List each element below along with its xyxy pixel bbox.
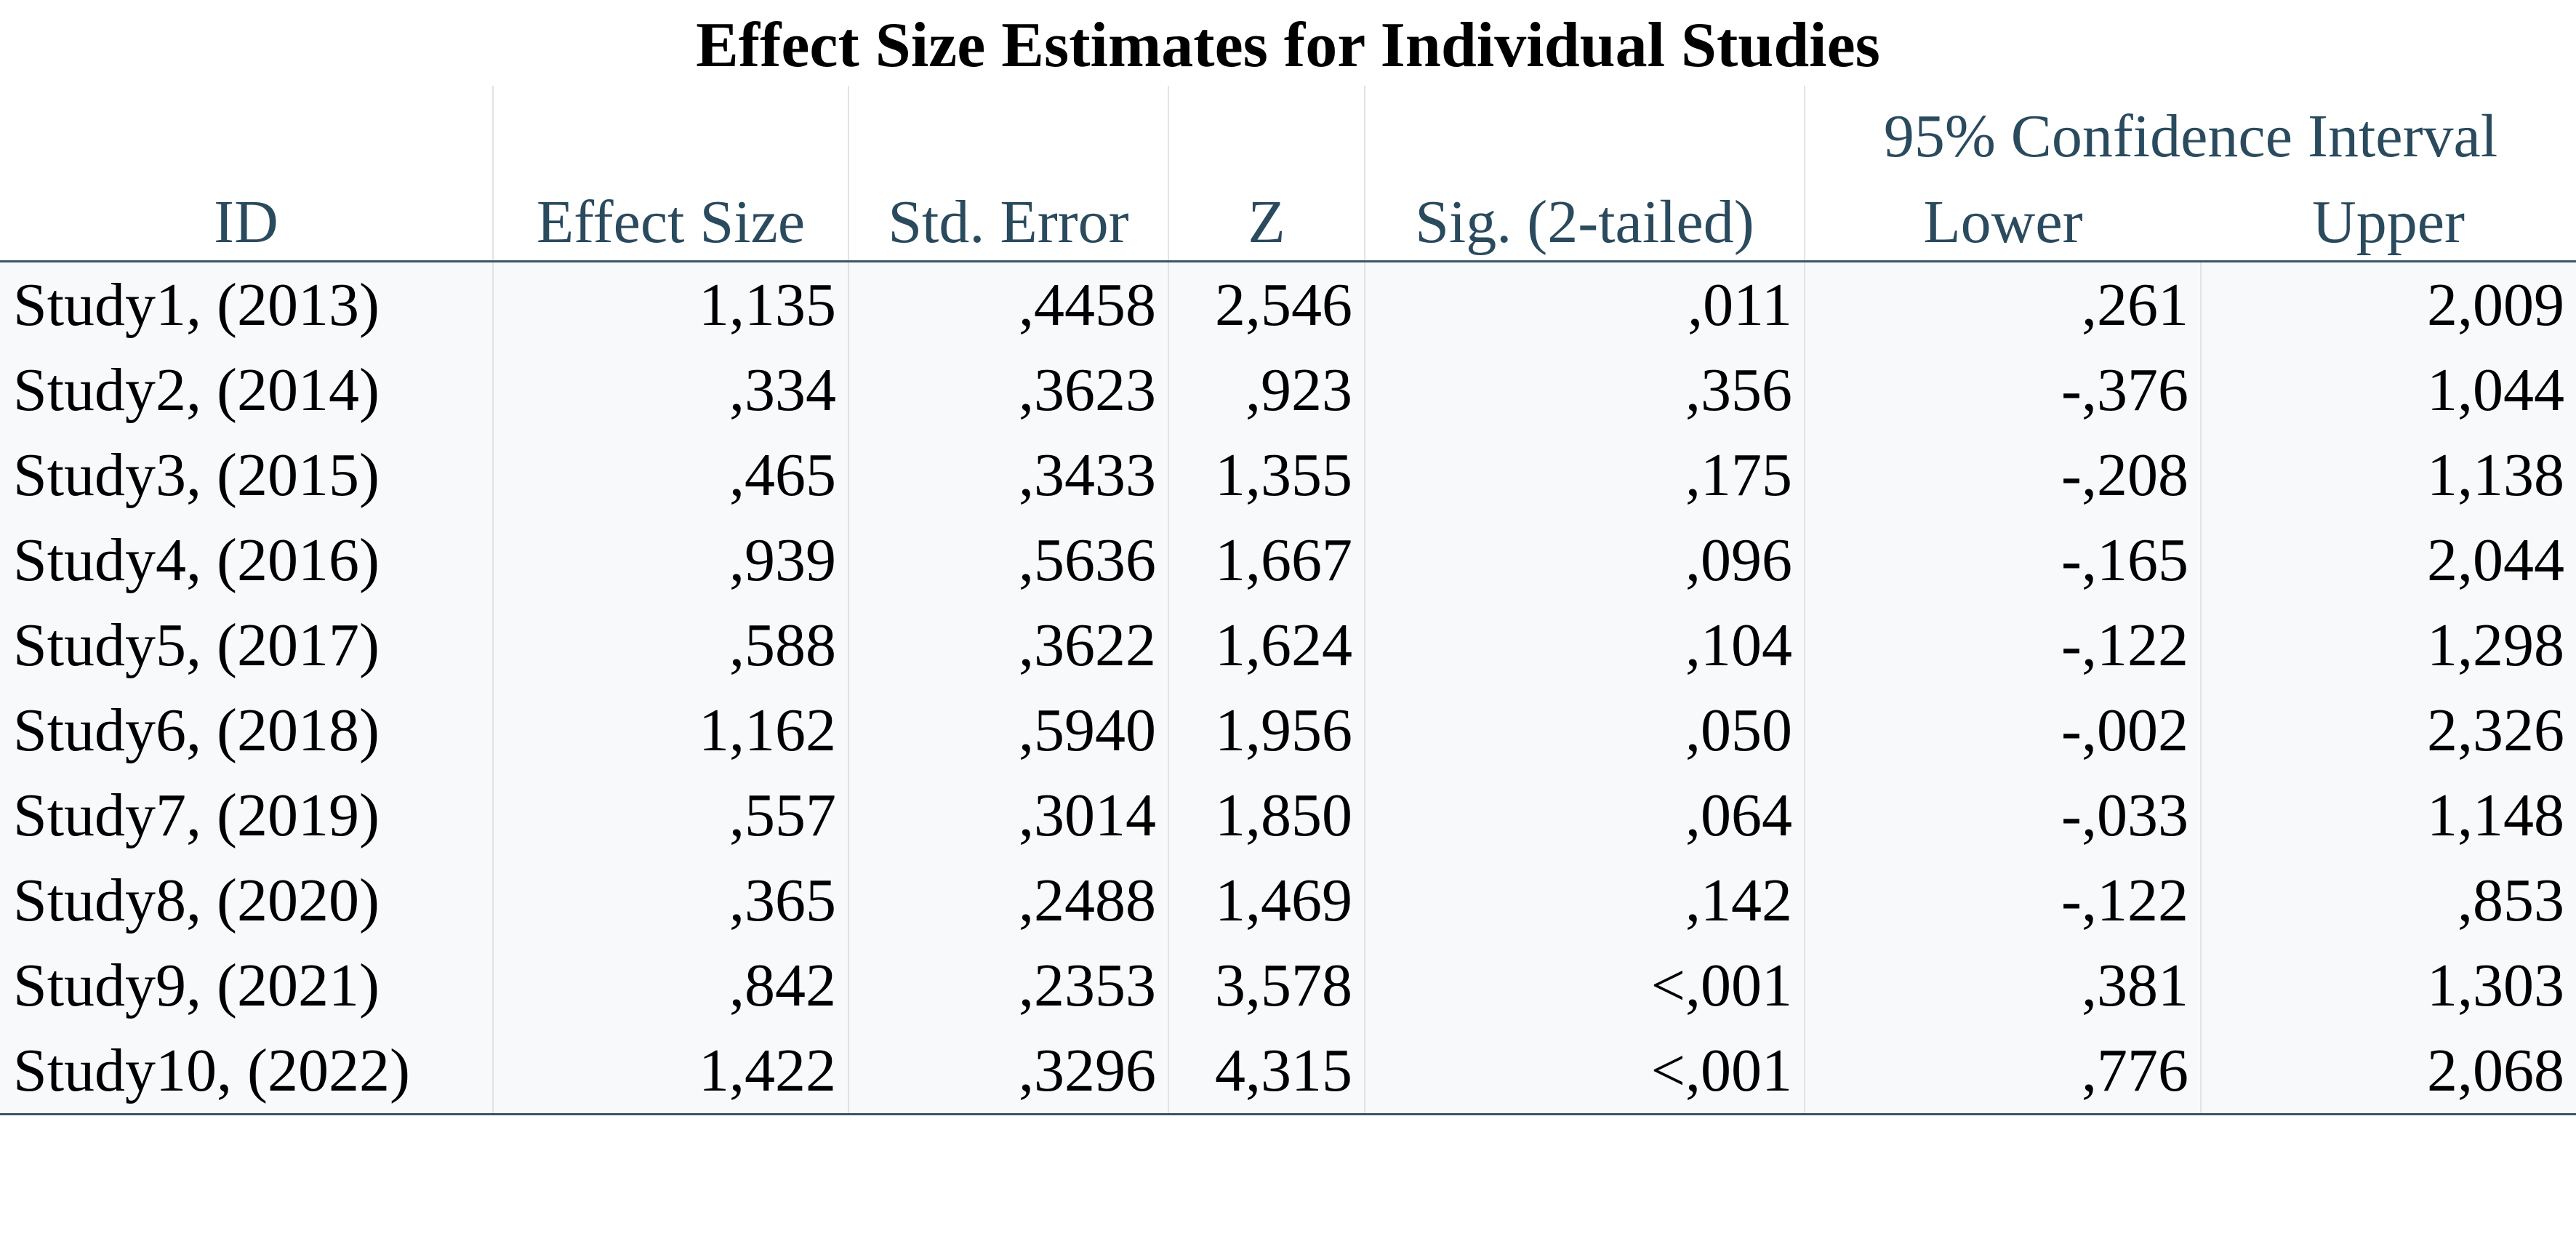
cell-upper: 2,044 (2199, 518, 2576, 603)
cell-std-error: ,3014 (848, 773, 1168, 858)
cell-std-error: ,3433 (848, 433, 1168, 518)
column-header-upper: Upper (2201, 174, 2576, 262)
confidence-interval-group-header: 95% Confidence Interval (1803, 86, 2576, 174)
cell-lower: -,122 (1804, 858, 2201, 943)
column-header-spacer (492, 86, 848, 174)
cell-id: Study10, (2022) (0, 1028, 493, 1115)
cell-std-error: ,3622 (848, 603, 1168, 688)
cell-lower: -,208 (1804, 433, 2201, 518)
cell-effect-size: ,588 (492, 603, 848, 688)
cell-std-error: ,4458 (848, 261, 1168, 348)
cell-z: 3,578 (1168, 943, 1365, 1028)
cell-sig: ,064 (1364, 773, 1805, 858)
cell-upper: 1,298 (2199, 603, 2576, 688)
column-header-spacer (1364, 86, 1805, 174)
cell-lower: ,381 (1804, 943, 2201, 1028)
cell-std-error: ,3296 (848, 1028, 1168, 1115)
cell-std-error: ,2488 (848, 858, 1168, 943)
cell-id: Study1, (2013) (0, 261, 493, 348)
table-row: Study8, (2020) ,365 ,2488 1,469 ,142 -,1… (0, 858, 2576, 943)
cell-effect-size: 1,162 (492, 688, 848, 773)
cell-z: 1,624 (1168, 603, 1365, 688)
column-header-spacer (848, 86, 1168, 174)
cell-std-error: ,5940 (848, 688, 1168, 773)
column-header-effect-size: Effect Size (492, 174, 848, 262)
cell-lower: -,122 (1804, 603, 2201, 688)
cell-lower: -,002 (1804, 688, 2201, 773)
cell-effect-size: ,334 (492, 348, 848, 433)
cell-sig: ,096 (1364, 518, 1805, 603)
cell-upper: 2,068 (2199, 1028, 2576, 1115)
cell-z: ,923 (1168, 348, 1365, 433)
cell-lower: -,033 (1804, 773, 2201, 858)
table-row: Study9, (2021) ,842 ,2353 3,578 <,001 ,3… (0, 943, 2576, 1028)
cell-sig: ,050 (1364, 688, 1805, 773)
cell-z: 2,546 (1168, 261, 1365, 348)
cell-sig: ,175 (1364, 433, 1805, 518)
cell-id: Study7, (2019) (0, 773, 493, 858)
table-header: ID 95% Confidence Interval Effect Size S… (0, 86, 2576, 262)
cell-std-error: ,2353 (848, 943, 1168, 1028)
table-row: Study10, (2022) 1,422 ,3296 4,315 <,001 … (0, 1028, 2576, 1115)
table-row: Study3, (2015) ,465 ,3433 1,355 ,175 -,2… (0, 433, 2576, 518)
cell-upper: ,853 (2199, 858, 2576, 943)
column-header-sig: Sig. (2-tailed) (1364, 174, 1805, 262)
cell-sig: ,104 (1364, 603, 1805, 688)
cell-z: 4,315 (1168, 1028, 1365, 1115)
table-row: Study4, (2016) ,939 ,5636 1,667 ,096 -,1… (0, 518, 2576, 603)
table-row: Study7, (2019) ,557 ,3014 1,850 ,064 -,0… (0, 773, 2576, 858)
column-header-std-error: Std. Error (848, 174, 1168, 262)
cell-sig: <,001 (1364, 943, 1805, 1028)
cell-effect-size: ,939 (492, 518, 848, 603)
cell-upper: 2,009 (2199, 261, 2576, 348)
cell-upper: 1,044 (2199, 348, 2576, 433)
cell-std-error: ,5636 (848, 518, 1168, 603)
cell-sig: ,356 (1364, 348, 1805, 433)
column-header-id: ID (0, 86, 493, 262)
cell-std-error: ,3623 (848, 348, 1168, 433)
column-header-lower: Lower (1804, 174, 2201, 262)
table-row: Study5, (2017) ,588 ,3622 1,624 ,104 -,1… (0, 603, 2576, 688)
cell-upper: 2,326 (2199, 688, 2576, 773)
cell-lower: ,776 (1804, 1028, 2201, 1115)
cell-lower: -,376 (1804, 348, 2201, 433)
cell-z: 1,850 (1168, 773, 1365, 858)
cell-sig: <,001 (1364, 1028, 1805, 1115)
cell-effect-size: 1,135 (492, 261, 848, 348)
table-row: Study1, (2013) 1,135 ,4458 2,546 ,011 ,2… (0, 261, 2576, 348)
cell-id: Study4, (2016) (0, 518, 493, 603)
cell-effect-size: ,842 (492, 943, 848, 1028)
cell-id: Study6, (2018) (0, 688, 493, 773)
cell-upper: 1,138 (2199, 433, 2576, 518)
cell-z: 1,667 (1168, 518, 1365, 603)
cell-z: 1,956 (1168, 688, 1365, 773)
cell-z: 1,469 (1168, 858, 1365, 943)
cell-id: Study5, (2017) (0, 603, 493, 688)
cell-id: Study8, (2020) (0, 858, 493, 943)
cell-effect-size: ,365 (492, 858, 848, 943)
cell-id: Study3, (2015) (0, 433, 493, 518)
cell-id: Study9, (2021) (0, 943, 493, 1028)
cell-effect-size: ,557 (492, 773, 848, 858)
cell-effect-size: ,465 (492, 433, 848, 518)
table-row: Study6, (2018) 1,162 ,5940 1,956 ,050 -,… (0, 688, 2576, 773)
cell-id: Study2, (2014) (0, 348, 493, 433)
cell-upper: 1,303 (2199, 943, 2576, 1028)
cell-z: 1,355 (1168, 433, 1365, 518)
cell-upper: 1,148 (2199, 773, 2576, 858)
cell-sig: ,142 (1364, 858, 1805, 943)
cell-lower: -,165 (1804, 518, 2201, 603)
cell-effect-size: 1,422 (492, 1028, 848, 1115)
column-header-z: Z (1168, 174, 1365, 262)
table-row: Study2, (2014) ,334 ,3623 ,923 ,356 -,37… (0, 348, 2576, 433)
cell-sig: ,011 (1364, 261, 1805, 348)
cell-lower: ,261 (1804, 261, 2201, 348)
effect-size-table: ID 95% Confidence Interval Effect Size S… (0, 86, 2576, 1115)
table-body: Study1, (2013) 1,135 ,4458 2,546 ,011 ,2… (0, 261, 2576, 1115)
column-header-spacer (1168, 86, 1365, 174)
table-title: Effect Size Estimates for Individual Stu… (696, 10, 1880, 81)
